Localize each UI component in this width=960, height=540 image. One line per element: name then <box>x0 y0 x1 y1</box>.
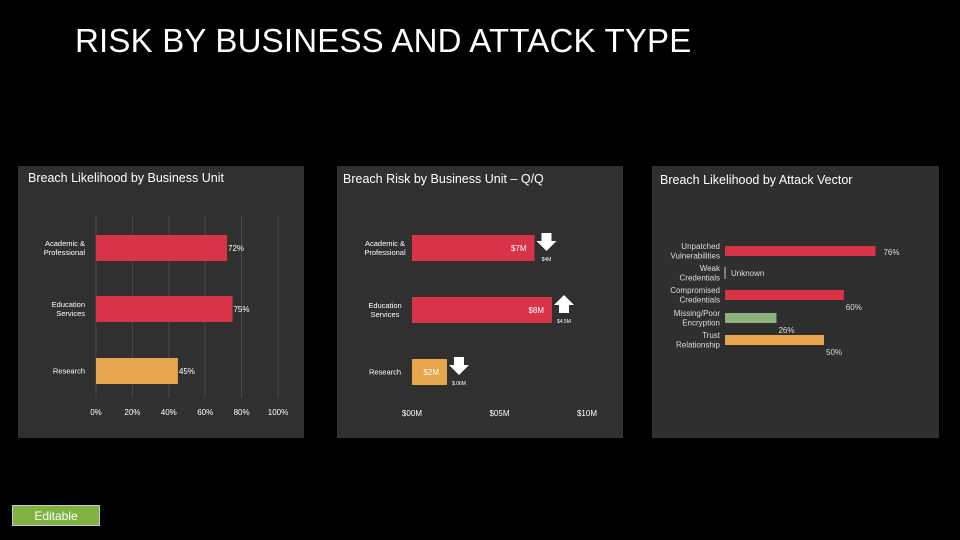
likelihood-business-unit-panel: Breach Likelihood by Business Unit 0% 20%… <box>18 166 304 438</box>
category-label: Research <box>53 367 85 376</box>
likelihood-attack-vector-chart: Unpatched Vulnerabilities 76% Weak Credentia… <box>670 242 899 357</box>
category-label: Missing/Poor Encryption <box>674 309 721 328</box>
category-label: Academic & Professional <box>44 239 86 257</box>
x-tick-label: 20% <box>124 408 140 417</box>
category-label: Unpatched Vulnerabilities <box>670 242 720 260</box>
category-label: Weak Credentials <box>680 264 721 283</box>
risk-business-unit-panel: Breach Risk by Business Unit – Q/Q $00M $… <box>337 166 623 438</box>
chart-title: Breach Likelihood by Business Unit <box>28 171 224 185</box>
category-label: Research <box>369 368 401 377</box>
category-label: Education Services <box>368 301 401 319</box>
x-tick-label: 40% <box>161 408 177 417</box>
data-label: 60% <box>846 303 862 312</box>
category-label: Academic & Professional <box>364 239 406 257</box>
x-tick-label: $10M <box>577 409 597 418</box>
change-label: $.06M <box>452 381 466 387</box>
risk-business-unit-chart: $00M $05M $10M $7M Academic & Professional $4M… <box>364 233 597 418</box>
x-tick-label: 0% <box>90 408 102 417</box>
data-label: 72% <box>228 244 244 253</box>
page-title: RISK BY BUSINESS AND ATTACK TYPE <box>75 22 692 59</box>
data-label: 45% <box>179 367 195 376</box>
bar <box>96 358 178 384</box>
arrow-down-icon <box>449 357 469 375</box>
bar <box>725 313 777 323</box>
data-label: 50% <box>826 348 842 357</box>
bar <box>725 290 844 300</box>
arrow-down-icon <box>536 233 557 251</box>
likelihood-attack-vector-panel: Breach Likelihood by Attack Vector Unpat… <box>652 166 939 438</box>
likelihood-business-unit-chart: 0% 20% 40% 60% 80% 100% 72% Academic & Professio… <box>44 216 288 417</box>
x-tick-label: 60% <box>197 408 213 417</box>
editable-badge[interactable]: Editable <box>12 505 100 526</box>
data-label: 76% <box>883 248 899 257</box>
category-label: Trust Relationship <box>676 331 721 350</box>
x-tick-label: $05M <box>489 409 509 418</box>
category-label: Compromised Credentials <box>670 286 720 305</box>
chart-title: Breach Risk by Business Unit – Q/Q <box>343 172 544 186</box>
bar <box>725 335 824 345</box>
x-tick-label: 100% <box>268 408 288 417</box>
data-label: $8M <box>528 306 544 315</box>
change-label: $4.5M <box>557 319 571 325</box>
bar <box>96 296 233 322</box>
x-tick-label: 80% <box>234 408 250 417</box>
bar <box>412 359 447 385</box>
data-label: Unknown <box>731 269 764 278</box>
bar <box>725 246 876 256</box>
change-label: $4M <box>542 257 552 263</box>
category-label: Education Services <box>52 300 86 318</box>
data-label: 75% <box>233 305 249 314</box>
bar <box>412 235 535 261</box>
bar <box>96 235 228 261</box>
arrow-up-icon <box>554 295 574 313</box>
data-label: $7M <box>511 244 527 253</box>
chart-title: Breach Likelihood by Attack Vector <box>660 173 853 187</box>
data-label: $2M <box>423 368 439 377</box>
bar <box>412 297 552 323</box>
data-label: 26% <box>778 326 794 335</box>
x-tick-label: $00M <box>402 409 422 418</box>
